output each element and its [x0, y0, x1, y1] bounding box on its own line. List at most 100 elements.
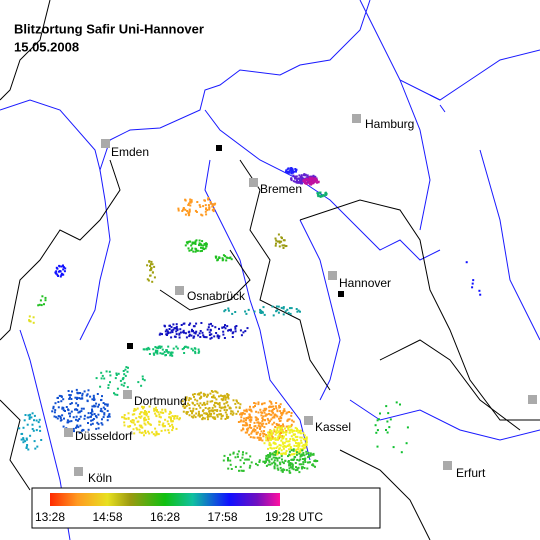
strike	[26, 423, 29, 426]
strike	[222, 254, 225, 257]
strike	[294, 462, 297, 464]
strike	[218, 404, 221, 407]
strike	[275, 239, 278, 242]
strike	[199, 414, 202, 417]
strike	[286, 308, 289, 311]
strike	[60, 400, 63, 403]
strike	[249, 424, 251, 426]
strike	[95, 402, 98, 405]
strike	[206, 416, 209, 418]
strike	[196, 201, 199, 203]
strike	[246, 458, 249, 461]
strike	[292, 171, 295, 174]
strike	[172, 328, 175, 331]
strike	[297, 180, 300, 183]
strike	[277, 435, 280, 438]
strike	[257, 401, 260, 404]
strike	[143, 413, 146, 416]
strike	[192, 416, 195, 419]
city-marker	[101, 139, 110, 148]
strike	[223, 310, 226, 313]
strike	[269, 430, 272, 432]
strike	[278, 430, 281, 433]
strike	[51, 410, 54, 413]
strike	[262, 409, 265, 412]
strike	[155, 346, 158, 349]
strike	[253, 430, 256, 433]
strike	[103, 413, 106, 416]
strike	[149, 274, 152, 277]
strike	[27, 448, 30, 451]
strike	[163, 351, 166, 353]
strike	[151, 263, 154, 266]
strike	[76, 409, 79, 411]
strike	[275, 423, 278, 425]
strike	[153, 265, 156, 268]
strike	[171, 354, 174, 357]
strike	[287, 440, 290, 443]
strike	[285, 431, 288, 434]
strike	[258, 459, 261, 462]
strike	[376, 419, 379, 422]
strike	[270, 436, 273, 439]
strike	[63, 266, 65, 269]
strike	[151, 280, 154, 283]
strike	[249, 418, 252, 421]
strike	[281, 470, 284, 473]
strike	[83, 414, 86, 417]
strike	[197, 410, 200, 413]
strike	[270, 433, 273, 436]
strike	[298, 181, 301, 184]
strike	[296, 435, 299, 438]
strike	[265, 434, 267, 436]
strike	[257, 421, 260, 424]
strike	[212, 208, 215, 210]
strike	[264, 414, 267, 417]
strike	[280, 412, 283, 415]
strike	[219, 409, 222, 412]
strike	[107, 414, 110, 417]
strike	[187, 202, 190, 205]
strike	[274, 405, 277, 408]
strike	[33, 440, 36, 443]
strike	[160, 429, 163, 432]
strike	[299, 436, 302, 439]
strike	[193, 331, 196, 334]
strike	[140, 415, 143, 418]
strike	[208, 410, 211, 413]
strike	[194, 352, 197, 355]
strike	[294, 469, 297, 472]
strike	[277, 468, 280, 471]
strike	[265, 439, 268, 442]
strike	[272, 405, 275, 408]
strike	[288, 462, 291, 465]
strike	[227, 415, 230, 418]
strike	[283, 441, 286, 444]
strike	[231, 336, 234, 338]
strike	[184, 208, 187, 211]
strike	[198, 415, 201, 418]
strike	[203, 248, 205, 251]
strike	[150, 260, 153, 263]
strike	[281, 461, 284, 464]
strike	[282, 411, 285, 414]
strike	[33, 414, 36, 417]
strike	[272, 437, 275, 440]
strike	[271, 416, 274, 419]
city-label: Bremen	[260, 182, 302, 196]
strike	[102, 416, 105, 419]
strike	[202, 205, 205, 208]
strike	[189, 240, 192, 243]
strike	[191, 412, 193, 415]
strike	[159, 332, 162, 335]
strike	[208, 407, 211, 409]
strike	[143, 379, 146, 382]
strike	[208, 323, 211, 326]
strike	[101, 395, 103, 398]
strike	[74, 408, 76, 411]
strike	[155, 415, 158, 418]
strike	[273, 467, 276, 470]
strike	[294, 456, 297, 459]
strike	[198, 332, 201, 335]
strike	[142, 348, 145, 351]
